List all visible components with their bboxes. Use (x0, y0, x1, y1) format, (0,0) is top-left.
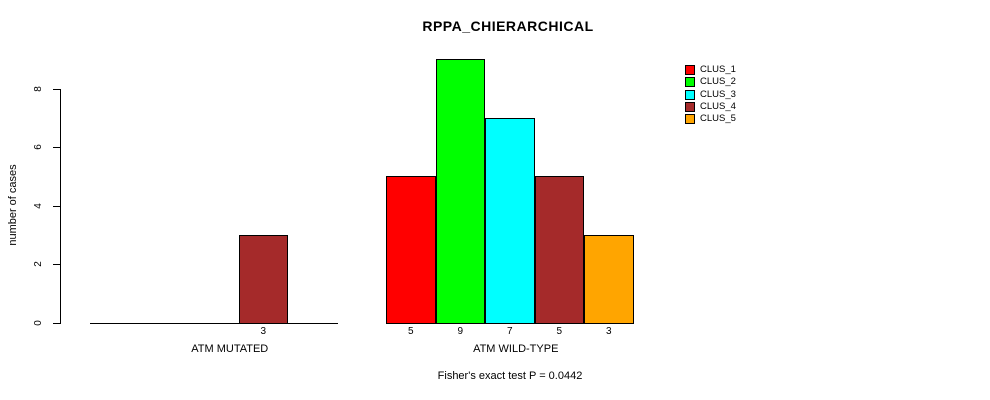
legend-swatch-CLUS_4 (685, 102, 695, 113)
legend-item-CLUS_4: CLUS_4 (685, 101, 736, 113)
bar-value-label: 5 (407, 326, 414, 337)
legend-label: CLUS_5 (700, 113, 736, 125)
bar-value-label: 5 (556, 326, 563, 337)
y-axis-tick-label: 2 (33, 261, 44, 267)
bar-value-label: 9 (457, 326, 464, 337)
legend-item-CLUS_3: CLUS_3 (685, 89, 736, 101)
chart-title: RPPA_CHIERARCHICAL (422, 18, 594, 34)
legend-item-CLUS_5: CLUS_5 (685, 113, 736, 125)
bar-CLUS_1 (386, 176, 436, 324)
y-axis-tick-label: 4 (33, 202, 44, 209)
bar-CLUS_4 (238, 234, 288, 324)
y-axis-tick-label: 8 (33, 85, 44, 92)
y-axis-tick (53, 205, 60, 207)
bar-CLUS_4 (534, 176, 584, 324)
legend-label: CLUS_1 (700, 64, 736, 76)
y-axis-tick (53, 147, 60, 148)
bar-value-label: 7 (506, 326, 513, 337)
legend-swatch-CLUS_3 (685, 89, 695, 100)
y-axis-tick-label: 6 (33, 144, 44, 150)
bar-value-label: 3 (605, 326, 612, 337)
legend-swatch-CLUS_1 (685, 65, 695, 76)
group-baseline (90, 322, 338, 324)
legend: CLUS_1 CLUS_2 CLUS_3 CLUS_4 CLUS_5 (685, 64, 736, 125)
y-axis-tick-label: 0 (33, 319, 44, 326)
legend-label: CLUS_3 (700, 88, 736, 100)
fisher-test-annotation: Fisher's exact test P = 0.0442 (437, 370, 583, 382)
bar-CLUS_2 (435, 59, 485, 324)
legend-swatch-CLUS_5 (685, 114, 695, 125)
group-label: ATM MUTATED (191, 343, 269, 355)
y-axis-tick (53, 322, 60, 324)
legend-label: CLUS_4 (700, 101, 736, 113)
legend-item-CLUS_1: CLUS_1 (685, 64, 736, 76)
legend-item-CLUS_2: CLUS_2 (685, 76, 736, 88)
bar-value-label: 3 (260, 326, 267, 337)
y-axis-tick (53, 264, 60, 265)
y-axis-line (60, 88, 61, 324)
legend-label: CLUS_2 (700, 76, 736, 88)
legend-swatch-CLUS_2 (685, 77, 695, 88)
bar-CLUS_5 (584, 234, 634, 324)
group-label: ATM WILD-TYPE (473, 343, 559, 355)
bar-CLUS_3 (485, 117, 535, 324)
y-axis-tick (53, 88, 60, 90)
